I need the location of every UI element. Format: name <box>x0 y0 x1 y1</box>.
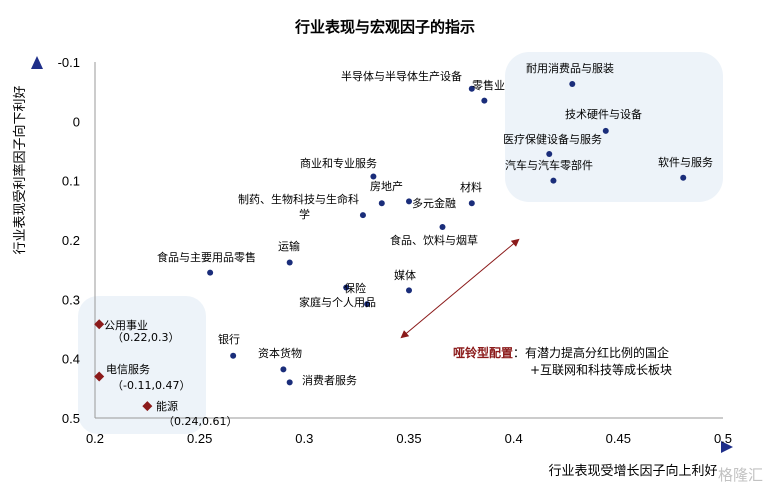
data-point <box>602 127 609 134</box>
point-label-line: 制药、生物科技与生命科 <box>238 192 359 206</box>
point-label: 资本货物 <box>258 346 302 360</box>
data-point <box>378 200 385 207</box>
chart-title: 行业表现与宏观因子的指示 <box>294 18 475 36</box>
dumbbell-arrow <box>400 238 520 339</box>
data-point <box>468 85 475 92</box>
point-sublabel: （0.24,0.61） <box>163 415 237 428</box>
annotation-line2: +互联网和科技等成长板块 <box>530 363 672 377</box>
axis-ticks: 0.2 0.25 0.3 0.35 0.4 0.45 0.5 -0.1 0 0.1 0.2 0.3 0.… <box>58 55 732 446</box>
x-tick-label: 0.45 <box>606 431 631 446</box>
annotation-text: 哑铃型配置：有潜力提高分红比例的国企 <box>453 345 669 360</box>
data-point-diamond <box>94 319 105 330</box>
y-axis-label: 行业表现受利率因子向下利好 <box>12 85 28 254</box>
point-label: 技术硬件与设备 <box>565 107 642 121</box>
x-tick-label: 0.2 <box>86 431 104 446</box>
defensive-cluster-background <box>78 296 206 434</box>
data-point <box>546 150 553 157</box>
data-point <box>406 198 412 205</box>
data-point <box>550 177 557 184</box>
point-label: 媒体 <box>394 268 416 282</box>
point-label: 房地产 <box>370 179 403 193</box>
data-point <box>280 366 287 373</box>
point-sublabel: （0.22,0.3） <box>112 331 179 344</box>
point-label: 零售业 <box>472 78 505 92</box>
point-label-line: 学 <box>299 207 310 221</box>
annotation-line1: ：有潜力提高分红比例的国企 <box>513 345 669 360</box>
data-point <box>359 212 366 219</box>
y-tick-label: 0 <box>73 114 80 129</box>
y-tick-label: 0.3 <box>62 292 80 307</box>
x-tick-label: 0.4 <box>505 431 523 446</box>
x-tick-label: 0.35 <box>396 431 421 446</box>
x-tick-label: 0.25 <box>187 431 212 446</box>
y-tick-label: 0.2 <box>62 233 80 248</box>
point-label: 商业和专业服务 <box>300 156 377 170</box>
data-point <box>406 287 412 294</box>
watermark: 格隆汇 <box>718 466 763 484</box>
point-label: 汽车与汽车零部件 <box>505 158 593 172</box>
data-point-diamond <box>142 401 153 412</box>
point-label: 银行 <box>218 332 240 346</box>
point-label: 能源 <box>156 399 178 413</box>
point-label: 食品、饮料与烟草 <box>390 233 478 247</box>
data-point <box>370 173 377 180</box>
y-axis-arrowhead <box>31 56 43 69</box>
point-label: 制药、生物科技与生命科学 <box>238 192 359 221</box>
data-point <box>230 352 237 359</box>
point-label: 耐用消费品与服装 <box>526 61 614 75</box>
data-point <box>343 284 350 291</box>
x-axis-arrowhead <box>721 441 733 453</box>
data-point <box>286 379 293 386</box>
data-point <box>680 174 687 181</box>
growth-cluster-background <box>505 52 723 202</box>
point-sublabel: （-0.11,0.47） <box>112 379 190 392</box>
point-label: 电信服务 <box>106 363 150 376</box>
point-label: 家庭与个人用品 <box>299 295 376 309</box>
data-point <box>468 200 475 207</box>
annotation-title: 哑铃型配置 <box>453 345 513 360</box>
x-axis-label: 行业表现受增长因子向上利好 <box>548 463 717 479</box>
point-label: 医疗保健设备与服务 <box>503 132 602 146</box>
point-label: 多元金融 <box>412 196 456 210</box>
data-point <box>439 223 446 230</box>
point-label: 软件与服务 <box>658 155 713 169</box>
x-tick-label: 0.3 <box>295 431 313 446</box>
data-points <box>94 80 687 412</box>
point-label: 公用事业 <box>104 319 148 332</box>
data-point <box>364 301 371 308</box>
point-label: 食品与主要用品零售 <box>157 250 256 264</box>
y-tick-label: -0.1 <box>58 55 80 70</box>
data-point-diamond <box>94 371 105 382</box>
data-point <box>481 97 488 104</box>
y-tick-label: 0.5 <box>62 411 80 426</box>
x-tick-label: 0.5 <box>714 431 732 446</box>
y-tick-label: 0.4 <box>62 352 80 367</box>
point-label: 保险 <box>344 281 366 295</box>
point-label: 半导体与半导体生产设备 <box>341 69 462 83</box>
data-point <box>286 259 293 266</box>
point-label: 运输 <box>278 239 300 253</box>
data-point <box>207 269 214 276</box>
point-label: 消费者服务 <box>302 373 357 387</box>
y-tick-label: 0.1 <box>62 174 80 189</box>
data-point <box>569 80 576 87</box>
point-label: 材料 <box>460 180 482 194</box>
